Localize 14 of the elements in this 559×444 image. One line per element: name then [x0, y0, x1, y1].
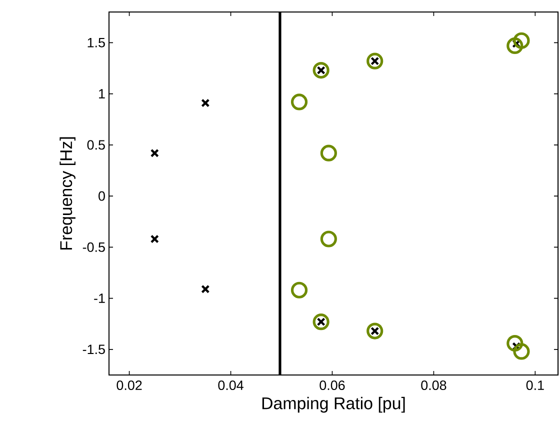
y-tick-label: -1 — [94, 294, 105, 303]
y-axis-title: Frequency [Hz] — [60, 137, 76, 250]
y-tick-label: 1 — [99, 89, 105, 98]
x-axis-title: Damping Ratio [pu] — [262, 396, 405, 413]
y-tick-label: -0.5 — [82, 242, 105, 252]
x-tick-label: 0.04 — [218, 380, 244, 390]
y-tick-label: 1.5 — [88, 38, 105, 48]
x-tick-label: 0.06 — [320, 380, 345, 390]
x-tick-label: 0.08 — [421, 380, 446, 390]
y-tick-label: 0.5 — [87, 140, 105, 150]
x-tick-label: 0.1 — [526, 380, 544, 390]
y-tick-label: 0 — [98, 191, 105, 201]
y-tick-label: -1.5 — [82, 344, 105, 354]
x-tick-label: 0.02 — [116, 380, 142, 390]
